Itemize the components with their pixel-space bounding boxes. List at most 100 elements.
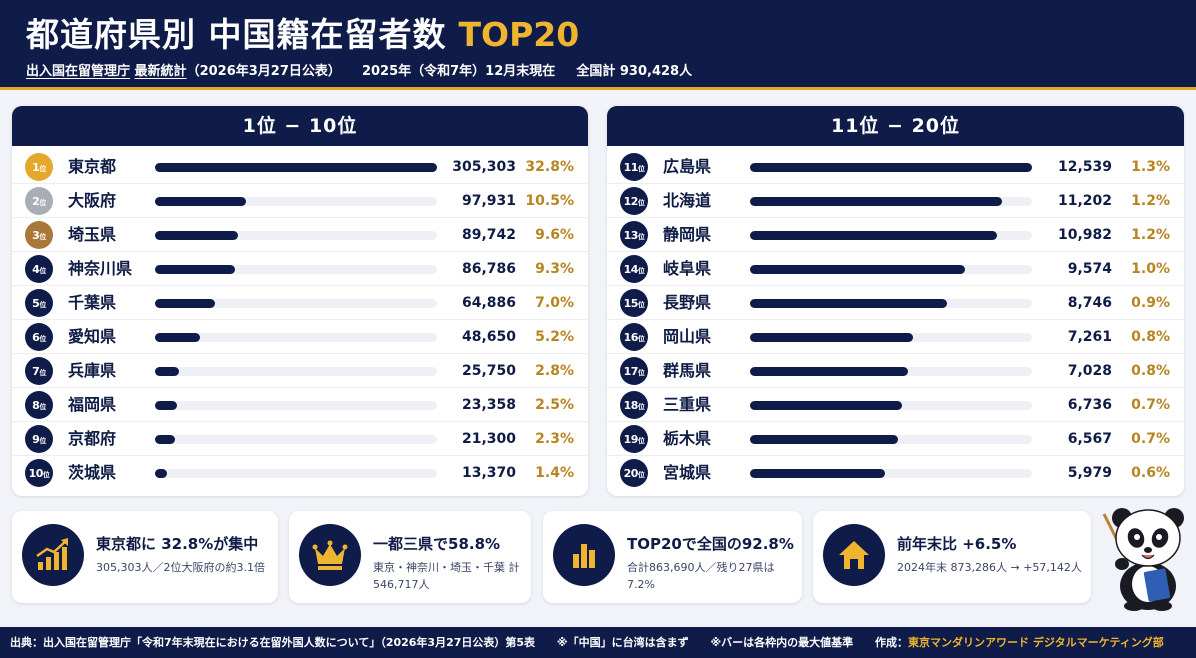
ranking-row: 8 位福岡県 23,358 2.5% <box>12 388 588 422</box>
bar <box>155 333 200 342</box>
percent-label: 10.5% <box>525 193 574 209</box>
prefecture-label: 愛知県 <box>68 327 117 346</box>
rank-number: 3 <box>32 228 40 242</box>
bar <box>155 401 177 410</box>
rank-suffix: 位 <box>637 198 645 207</box>
percent-label: 2.8% <box>535 363 574 379</box>
rank-number: 7 <box>32 364 40 378</box>
footer-author: 東京マンダリンアワード デジタルマーケティング部 <box>908 636 1164 649</box>
value-label: 86,786 <box>461 261 516 277</box>
value-label: 6,736 <box>1067 397 1112 413</box>
rank-badge: 14 位 <box>620 255 648 283</box>
ranking-row: 13 位静岡県 10,982 1.2% <box>607 218 1184 252</box>
rank-badge: 20 位 <box>620 459 648 487</box>
value-label: 6,567 <box>1067 431 1112 447</box>
bar-track <box>750 469 1032 478</box>
value-label: 7,028 <box>1067 363 1112 379</box>
percent-label: 1.0% <box>1131 261 1170 277</box>
card-title: TOP20で全国の92.8% <box>627 535 794 553</box>
footer-note-bar: ※バーは各枠内の最大値基準 <box>710 636 854 649</box>
percent-label: 0.6% <box>1131 465 1170 481</box>
bar <box>750 299 947 308</box>
subtitle-date: （2026年3月27日公表） <box>186 64 341 79</box>
bar <box>750 435 898 444</box>
bar-track <box>750 197 1032 206</box>
rank-suffix: 位 <box>637 368 645 377</box>
rank-number: 12 <box>623 194 639 208</box>
prefecture-label: 長野県 <box>663 293 712 312</box>
ranking-row: 18 位三重県 6,736 0.7% <box>607 388 1184 422</box>
ranking-row: 4 位神奈川県 86,786 9.3% <box>12 252 588 286</box>
rank-badge: 15 位 <box>620 289 648 317</box>
percent-label: 1.4% <box>535 465 574 481</box>
bar <box>155 231 238 240</box>
bar-track <box>155 265 437 274</box>
rank-badge: 18 位 <box>620 391 648 419</box>
rank-suffix: 位 <box>637 436 645 445</box>
bar-track <box>750 299 1032 308</box>
percent-label: 0.8% <box>1131 329 1170 345</box>
percent-label: 0.8% <box>1131 363 1170 379</box>
ranking-row: 17 位群馬県 7,028 0.8% <box>607 354 1184 388</box>
rank-number: 8 <box>32 398 40 412</box>
prefecture-label: 広島県 <box>663 157 712 176</box>
prefecture-label: 北海道 <box>663 191 712 210</box>
prefecture-label: 東京都 <box>68 157 117 176</box>
bar <box>155 367 179 376</box>
ranking-row: 10 位茨城県 13,370 1.4% <box>12 456 588 490</box>
rank-number: 9 <box>32 432 40 446</box>
rank-number: 6 <box>32 330 40 344</box>
header: 都道府県別 中国籍在留者数 TOP20 出入国在留管理庁 最新統計（2026年3… <box>0 0 1196 90</box>
growth-chart-icon <box>22 524 84 586</box>
rank-number: 20 <box>623 466 639 480</box>
value-label: 9,574 <box>1067 261 1112 277</box>
rank-suffix: 位 <box>42 470 50 479</box>
rank-badge: 13 位 <box>620 221 648 249</box>
prefecture-label: 福岡県 <box>68 395 117 414</box>
rank-number: 14 <box>623 262 639 276</box>
value-label: 89,742 <box>461 227 516 243</box>
value-label: 8,746 <box>1067 295 1112 311</box>
rank-suffix: 位 <box>637 164 645 173</box>
bar <box>750 469 885 478</box>
rank-badge: 16 位 <box>620 323 648 351</box>
prefecture-label: 三重県 <box>663 395 712 414</box>
bar-track <box>155 163 437 172</box>
ranking-row: 7 位兵庫県 25,750 2.8% <box>12 354 588 388</box>
ranking-panel-top10: 1位 − 10位 1 位東京都 305,303 32.8% 2 位大阪府 97,931 10.… <box>12 106 588 496</box>
value-label: 12,539 <box>1057 159 1112 175</box>
percent-label: 0.9% <box>1131 295 1170 311</box>
card-title: 前年末比 +6.5% <box>897 535 1017 553</box>
ranking-row: 16 位岡山県 7,261 0.8% <box>607 320 1184 354</box>
bar <box>155 299 215 308</box>
rank-suffix: 位 <box>39 300 46 309</box>
bar-track <box>750 333 1032 342</box>
rank-number: 5 <box>32 296 40 310</box>
value-label: 23,358 <box>461 397 516 413</box>
bar-chart-icon <box>553 524 615 586</box>
value-label: 5,979 <box>1067 465 1112 481</box>
rank-number: 15 <box>623 296 639 310</box>
rank-number: 19 <box>623 432 639 446</box>
subtitle-total: 全国計 930,428人 <box>576 64 693 79</box>
rank-suffix: 位 <box>637 232 645 241</box>
page-title-accent: TOP20 <box>458 15 580 54</box>
ranking-row: 9 位京都府 21,300 2.3% <box>12 422 588 456</box>
value-label: 21,300 <box>461 431 516 447</box>
percent-label: 5.2% <box>535 329 574 345</box>
bar-track <box>750 265 1032 274</box>
rank-badge: 17 位 <box>620 357 648 385</box>
ranking-row: 15 位長野県 8,746 0.9% <box>607 286 1184 320</box>
subtitle-source: 出入国在留管理庁 <box>26 64 131 79</box>
ranking-panel-11-20: 11位 − 20位 11 位広島県 12,539 1.3% 12 位北海道 11,202 1.… <box>607 106 1184 496</box>
rank-suffix: 位 <box>637 334 645 343</box>
card-title: 東京都に 32.8%が集中 <box>96 535 259 553</box>
summary-card-tokyo: 東京都に 32.8%が集中 305,303人／2位大阪府の約3.1倍 <box>12 511 278 603</box>
bar-track <box>750 163 1032 172</box>
rank-badge: 12 位 <box>620 187 648 215</box>
